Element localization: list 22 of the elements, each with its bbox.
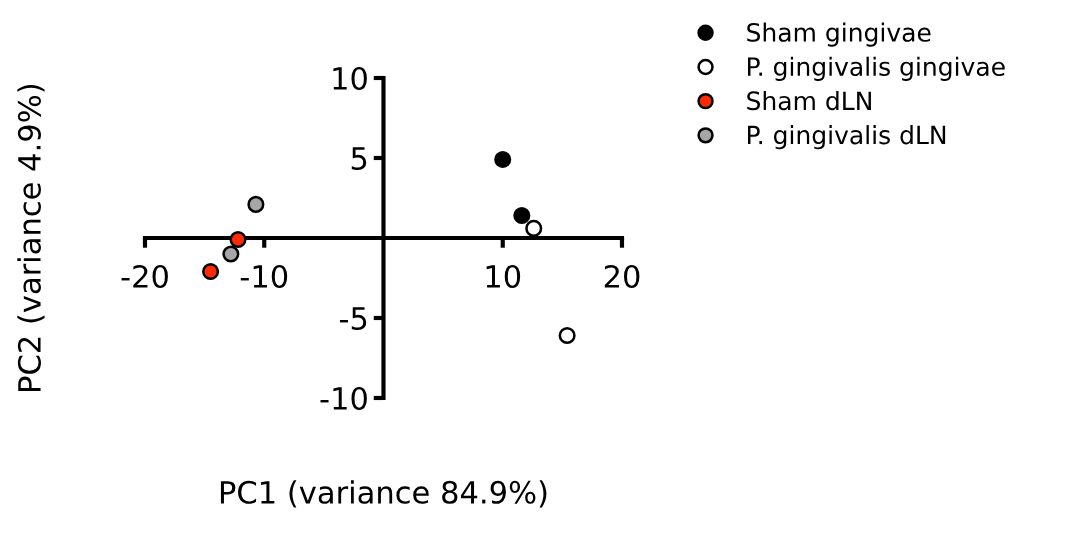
- y-axis-title: PC2 (variance 4.9%): [17, 84, 45, 391]
- x-tick-label: -20: [121, 264, 168, 289]
- point: [494, 151, 512, 169]
- x-tick-label: -10: [240, 264, 288, 289]
- point: [247, 195, 265, 213]
- legend-label: Sham gingivae: [747, 22, 931, 47]
- point: [558, 327, 576, 345]
- y-tick-label: 5: [351, 147, 367, 171]
- y-tick-label: -10: [320, 386, 367, 411]
- x-axis-title: PC1 (variance 84.9%): [220, 480, 547, 508]
- point: [229, 231, 247, 249]
- legend-label: P. gingivalis dLN: [748, 125, 946, 150]
- x-tick-label: 20: [604, 264, 640, 289]
- point: [513, 207, 531, 225]
- point: [525, 219, 543, 237]
- legend-label: Sham dLN: [747, 90, 871, 111]
- point: [222, 245, 240, 263]
- y-tick-label: 10: [333, 66, 367, 91]
- y-tick-label: -5: [339, 307, 367, 331]
- legend-label: P. gingivalis gingivae: [748, 56, 1005, 81]
- x-tick-label: 10: [486, 264, 521, 289]
- point: [202, 263, 220, 281]
